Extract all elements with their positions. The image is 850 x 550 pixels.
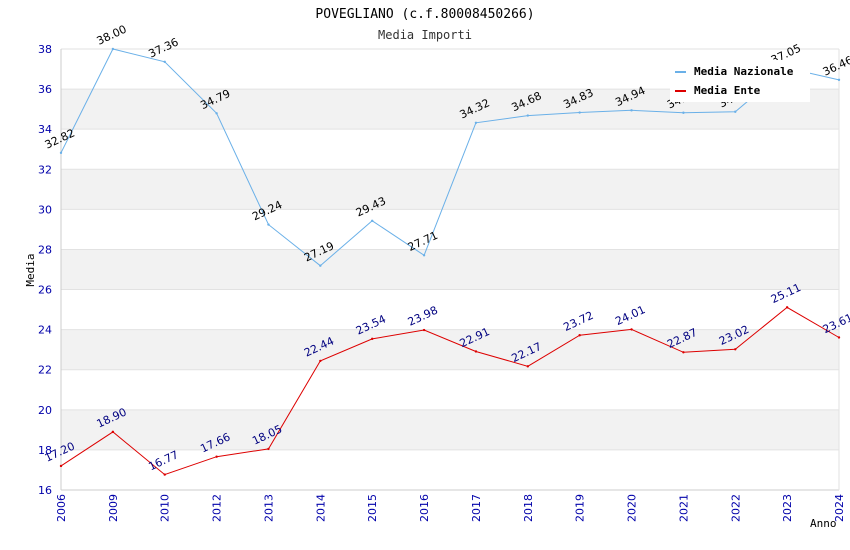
data-point: [59, 151, 63, 155]
data-point: [267, 223, 270, 226]
x-tick-label: 2014: [314, 494, 327, 522]
legend: Media Nazionale Media Ente: [670, 60, 810, 102]
data-point: [371, 219, 374, 222]
data-label: 38.00: [95, 23, 129, 48]
y-tick-label: 26: [38, 284, 52, 297]
data-point: [682, 111, 685, 114]
data-point: [371, 337, 374, 341]
series-line-media-nazionale: [60, 48, 840, 267]
grid-bands: [61, 89, 839, 450]
x-tick-label: 2024: [833, 494, 846, 522]
data-point: [526, 114, 529, 117]
grid-lines: [60, 48, 840, 491]
x-tick-label: 2006: [55, 494, 68, 522]
data-point: [630, 109, 633, 112]
x-tick-label: 2022: [729, 494, 742, 522]
x-tick-label: 2012: [211, 494, 224, 522]
data-point: [630, 328, 633, 331]
x-axis-ticks: 2006 2009 2010 2012 2013 2014 2015 2016 2017 2018…: [55, 494, 846, 522]
grid-band: [61, 409, 839, 450]
data-point: [837, 78, 841, 82]
data-point: [422, 328, 426, 332]
data-point: [578, 111, 581, 114]
y-tick-label: 30: [38, 203, 52, 216]
y-tick-label: 16: [38, 484, 52, 497]
y-tick-label: 24: [38, 324, 52, 337]
legend-label-nazionale: Media Nazionale: [694, 65, 794, 78]
data-point: [837, 336, 841, 339]
data-point: [215, 455, 218, 458]
y-axis-title: Media: [24, 253, 37, 286]
y-tick-label: 18: [38, 444, 52, 457]
data-point: [682, 351, 685, 354]
data-point: [215, 112, 218, 115]
x-tick-label: 2023: [781, 494, 794, 522]
data-point: [319, 264, 322, 267]
data-point: [111, 47, 115, 51]
data-point: [578, 334, 581, 337]
y-tick-label: 28: [38, 243, 52, 256]
legend-label-ente: Media Ente: [694, 84, 761, 97]
data-point: [474, 121, 478, 124]
data-point: [734, 348, 737, 351]
x-tick-label: 2021: [677, 494, 690, 522]
series-lines: [59, 47, 841, 476]
data-label: 16.77: [147, 448, 181, 473]
y-tick-label: 32: [38, 163, 52, 176]
x-tick-label: 2019: [574, 494, 587, 522]
chart-subtitle: Media Importi: [378, 28, 472, 42]
data-label: 36.46: [821, 53, 850, 78]
x-tick-label: 2020: [626, 494, 639, 522]
x-axis-title: Anno: [810, 517, 837, 530]
x-tick-label: 2010: [159, 494, 172, 522]
series-line-media-ente: [60, 306, 840, 476]
data-point: [474, 350, 478, 353]
y-tick-label: 20: [38, 404, 52, 417]
data-point: [111, 430, 115, 434]
y-tick-label: 36: [38, 83, 52, 96]
y-tick-label: 22: [38, 364, 52, 377]
data-point: [163, 473, 166, 476]
grid-band: [61, 249, 839, 290]
data-point: [734, 110, 737, 113]
data-point: [59, 464, 63, 468]
data-point: [526, 365, 529, 368]
grid-band: [61, 329, 839, 370]
legend-box: [670, 60, 810, 102]
y-axis-ticks: 16 18 20 22 24 26 28 30 32 34 36 38: [38, 43, 52, 497]
x-tick-label: 2017: [470, 494, 483, 522]
data-label: 23.98: [406, 304, 440, 329]
data-point: [422, 254, 426, 257]
x-tick-label: 2018: [522, 494, 535, 522]
x-tick-label: 2013: [262, 494, 275, 522]
data-label: 37.36: [147, 35, 181, 60]
x-tick-label: 2009: [107, 494, 120, 522]
chart-title: POVEGLIANO (c.f.80008450266): [315, 7, 534, 22]
y-tick-label: 34: [38, 123, 52, 136]
y-tick-label: 38: [38, 43, 52, 56]
x-tick-label: 2016: [418, 494, 431, 522]
data-point: [785, 306, 789, 309]
data-label: 24.01: [613, 303, 647, 328]
data-point: [319, 359, 322, 363]
data-point: [267, 447, 270, 451]
x-tick-label: 2015: [366, 494, 379, 522]
data-point: [163, 60, 166, 64]
